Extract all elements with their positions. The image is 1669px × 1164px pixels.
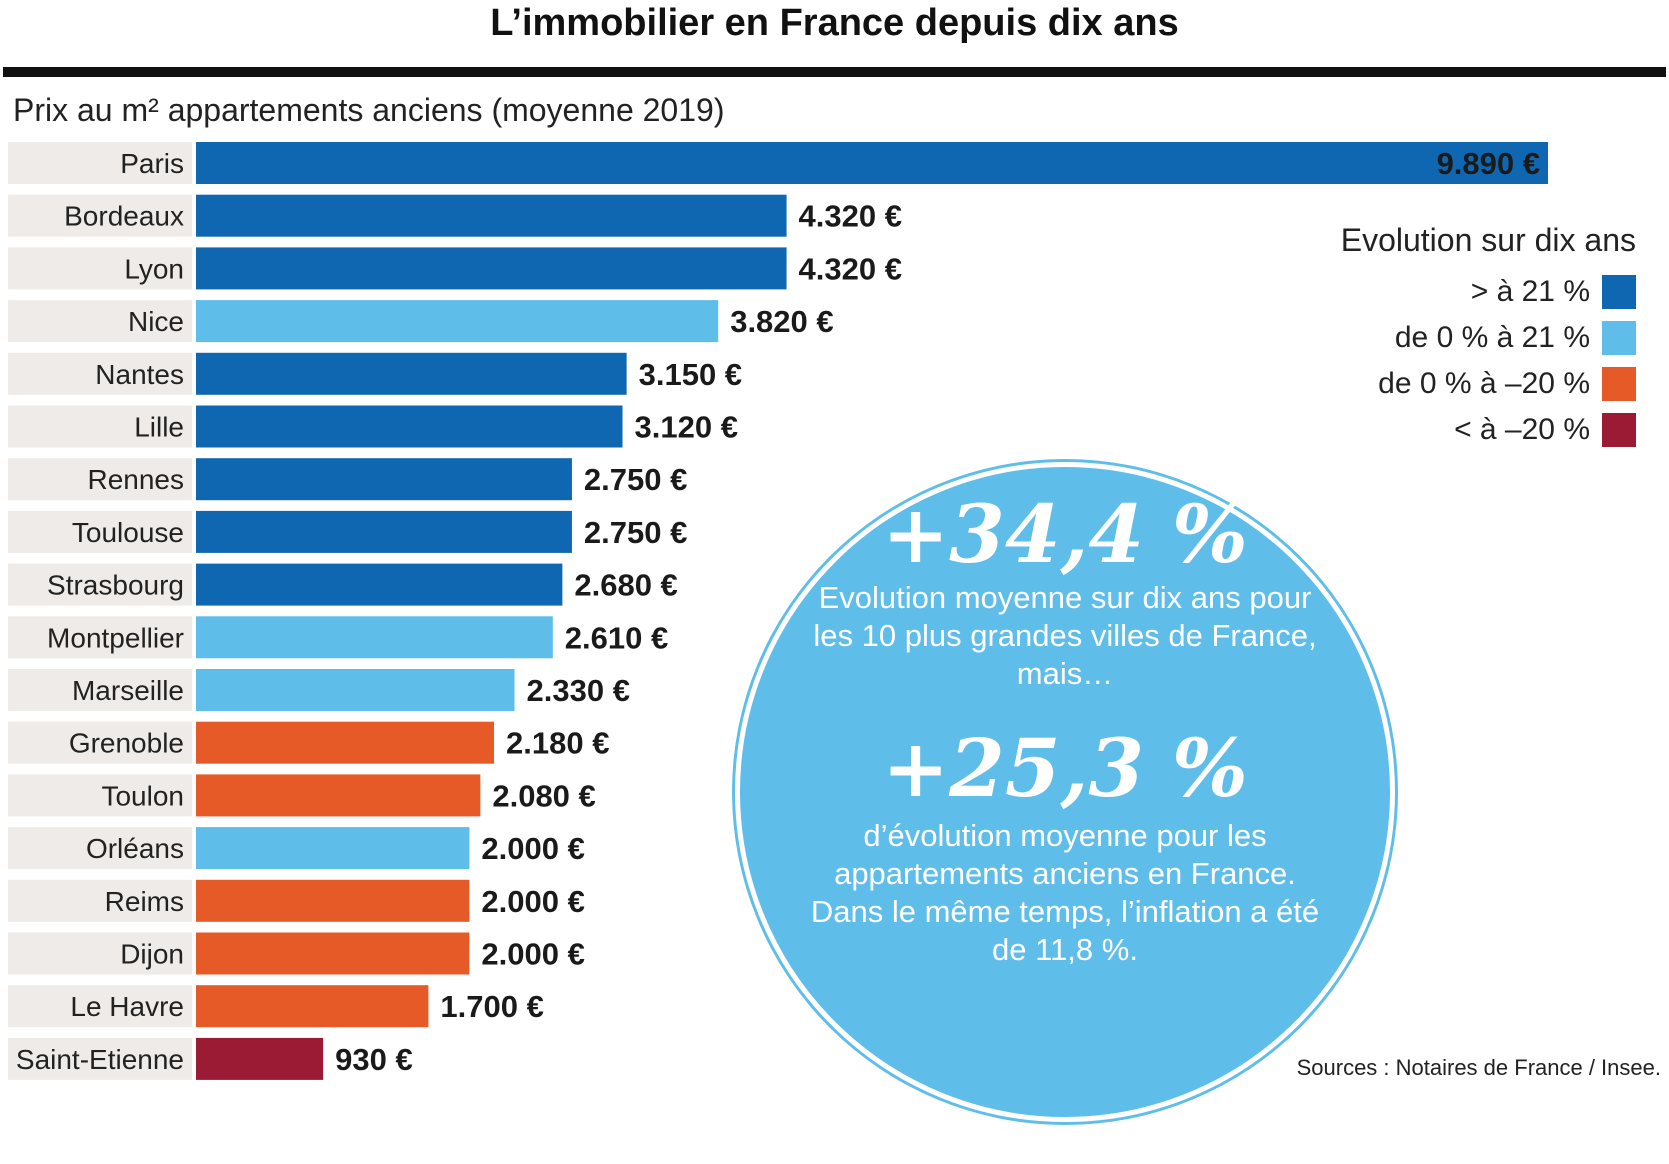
category-label: Rennes (87, 464, 184, 495)
value-label: 3.820 € (730, 304, 833, 339)
row-label-background (8, 142, 192, 184)
bar-toulon (196, 774, 481, 817)
legend-title: Evolution sur dix ans (1340, 222, 1636, 258)
bar-marseille (196, 669, 515, 711)
bar-rennes (196, 458, 572, 501)
legend-item-0to-20: de 0 % à –20 % (1341, 361, 1636, 407)
legend-swatch (1602, 321, 1636, 355)
category-label: Lille (134, 412, 184, 443)
callout-stat-france: +25,3 % (882, 721, 1248, 815)
bar-nice (196, 300, 719, 343)
category-label: Orléans (86, 833, 184, 864)
category-label: Toulouse (72, 517, 184, 548)
row-label-background (8, 827, 192, 870)
row-label-background (8, 563, 192, 606)
bar-lyon (196, 247, 787, 290)
category-label: Bordeaux (64, 201, 184, 232)
bar-bordeaux (196, 194, 787, 237)
bar-nantes (196, 352, 627, 395)
category-label: Marseille (72, 675, 184, 706)
category-label: Reims (105, 886, 184, 917)
value-label: 2.610 € (565, 620, 668, 655)
legend-label: > à 21 % (1470, 275, 1590, 308)
category-label: Nantes (95, 359, 184, 390)
legend-swatch (1602, 413, 1636, 447)
callout-bubble: +34,4 % Evolution moyenne sur dix ans po… (735, 462, 1395, 1122)
row-label-background (8, 300, 192, 343)
category-label: Grenoble (69, 728, 184, 759)
value-label: 3.150 € (639, 357, 742, 392)
category-label: Saint-Etienne (16, 1044, 184, 1075)
legend-swatch (1602, 275, 1636, 309)
legend-swatch (1602, 367, 1636, 401)
callout-stat-cities: +34,4 % (882, 487, 1248, 581)
value-label: 2.330 € (527, 673, 630, 708)
bar-paris (196, 142, 1548, 184)
value-label: 2.680 € (574, 568, 677, 603)
row-label-background (8, 879, 192, 922)
row-label-background (8, 458, 192, 501)
category-label: Le Havre (70, 991, 184, 1022)
value-label: 1.700 € (440, 989, 543, 1024)
value-label: 2.000 € (481, 937, 584, 972)
bar-orl-ans (196, 827, 470, 870)
legend: Evolution sur dix ans > à 21 % de 0 % à … (1341, 222, 1636, 453)
category-label: Montpellier (47, 622, 184, 653)
value-label: 2.180 € (506, 726, 609, 761)
callout-text-cities: Evolution moyenne sur dix ans pour les 1… (813, 580, 1317, 691)
legend-label: < à –20 % (1454, 413, 1590, 446)
value-label: 4.320 € (799, 199, 902, 234)
bar-lille (196, 405, 623, 448)
bar-saint-etienne (196, 1037, 324, 1080)
row-label-background (8, 774, 192, 817)
row-label-background (8, 194, 192, 237)
category-label: Dijon (120, 939, 184, 970)
value-label: 2.080 € (492, 778, 595, 813)
row-label-background (8, 932, 192, 975)
legend-item-0to21: de 0 % à 21 % (1341, 315, 1636, 361)
row-label-background (8, 721, 192, 764)
chart-title: L’immobilier en France depuis dix ans (490, 2, 1179, 44)
value-label: 2.750 € (584, 515, 687, 550)
row-label-background (8, 510, 192, 553)
row-label-background (8, 1037, 192, 1080)
bar-toulouse (196, 510, 572, 553)
legend-label: de 0 % à –20 % (1378, 367, 1590, 400)
row-label-background (8, 247, 192, 290)
chart-subtitle: Prix au m² appartements anciens (moyenne… (13, 92, 725, 128)
category-label: Strasbourg (47, 570, 184, 601)
category-label: Paris (120, 148, 184, 179)
value-label: 2.000 € (481, 831, 584, 866)
category-label: Nice (128, 306, 184, 337)
bar-le-havre (196, 985, 429, 1028)
legend-label: de 0 % à 21 % (1394, 321, 1590, 354)
bar-grenoble (196, 721, 495, 764)
callout-text-france: d’évolution moyenne pour les appartement… (810, 818, 1320, 967)
value-label: 2.000 € (481, 884, 584, 919)
legend-item-gt21: > à 21 % (1341, 269, 1636, 315)
bar-montpellier (196, 616, 553, 659)
title-rule (3, 67, 1666, 77)
category-label: Lyon (124, 253, 184, 284)
bar-reims (196, 879, 470, 922)
row-label-background (8, 985, 192, 1028)
value-label: 9.890 € (1437, 146, 1540, 181)
source-note: Sources : Notaires de France / Insee. (1296, 1055, 1661, 1080)
legend-item-lt-20: < à –20 % (1341, 407, 1636, 453)
row-label-background (8, 616, 192, 659)
value-label: 3.120 € (635, 410, 738, 445)
value-label: 2.750 € (584, 462, 687, 497)
row-label-background (8, 352, 192, 395)
value-label: 4.320 € (799, 251, 902, 286)
bar-strasbourg (196, 563, 563, 606)
row-label-background (8, 669, 192, 711)
category-label: Toulon (101, 780, 184, 811)
bar-dijon (196, 932, 470, 975)
row-label-background (8, 405, 192, 448)
value-label: 930 € (335, 1042, 413, 1077)
